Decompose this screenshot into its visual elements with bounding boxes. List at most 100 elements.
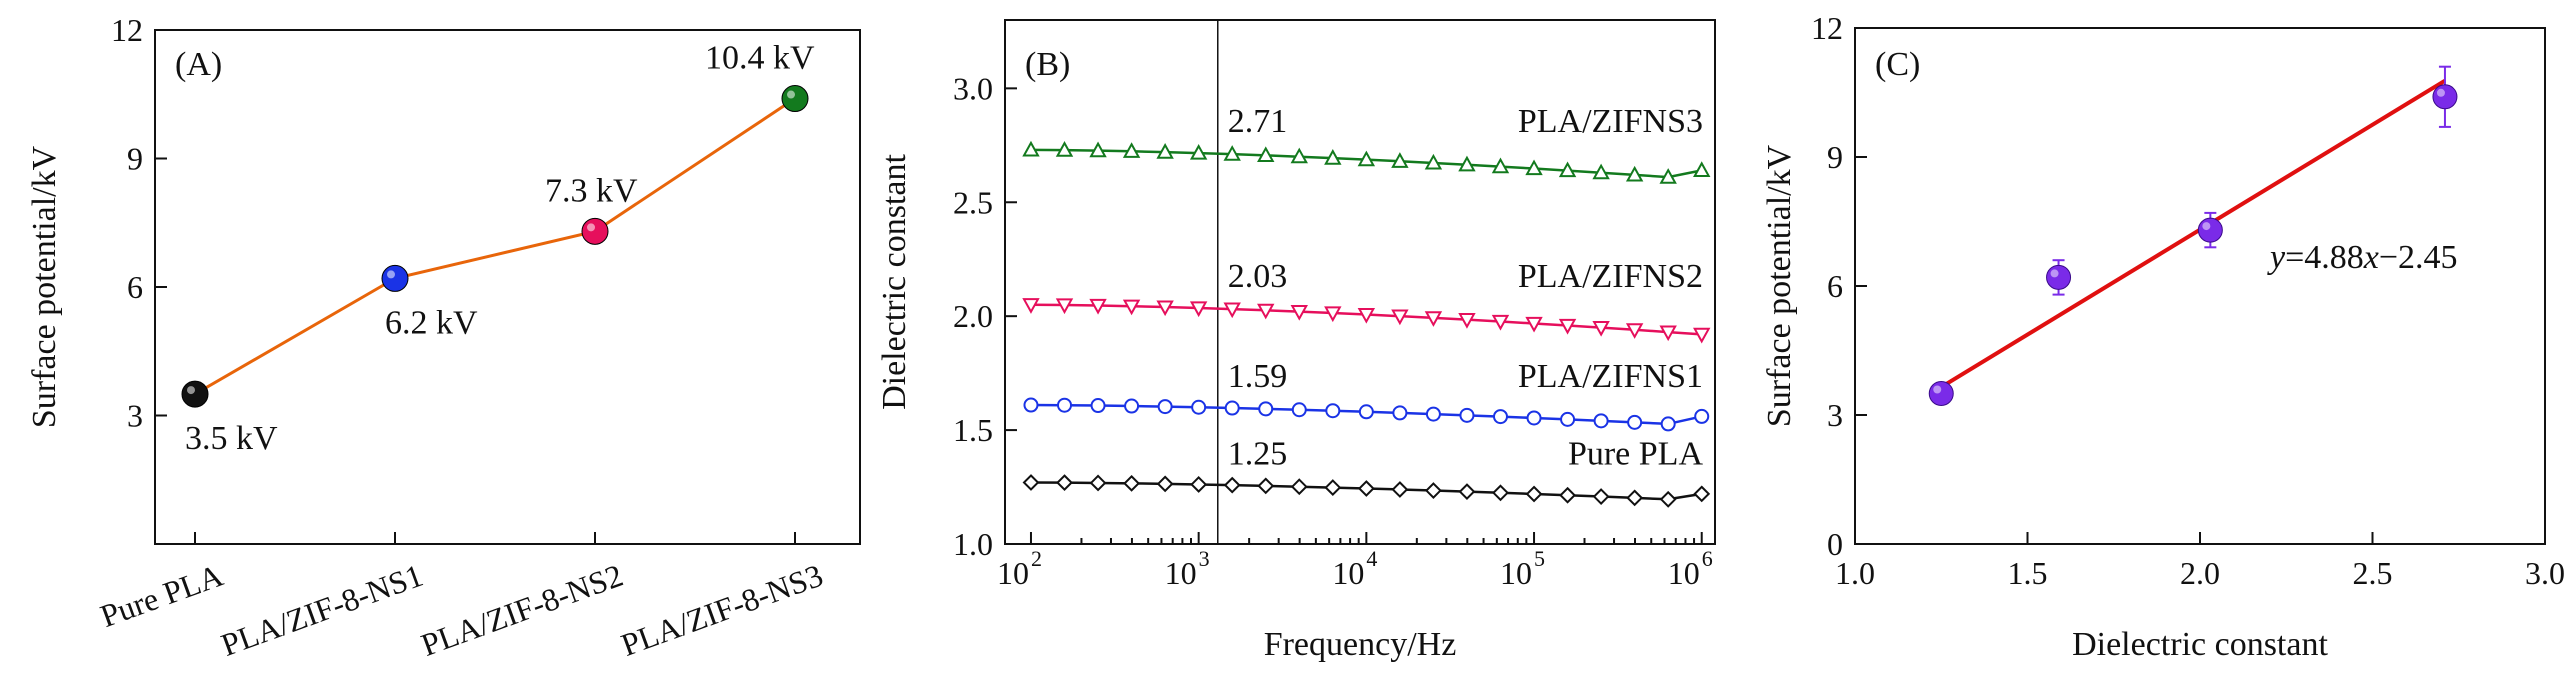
marker-triangle-up [1693,161,1711,177]
value-at-reference-label: 1.59 [1228,358,1288,395]
marker-triangle-down [1257,303,1275,320]
marker-circle [1593,413,1609,429]
marker-circle [1157,399,1173,415]
marker-triangle-down [1424,311,1443,327]
panel-b-frame [1004,19,1716,545]
point-highlight [787,90,795,99]
data-point [1928,381,1954,406]
marker-diamond [1525,485,1543,503]
point-highlight [387,270,395,279]
data-point [2046,264,2072,290]
value-at-reference-label: 2.71 [1228,103,1288,140]
marker-triangle-down [1525,316,1543,333]
y-tick-label: 3 [1827,397,1843,433]
marker-diamond [1022,474,1040,491]
y-tick-label: 2.5 [953,184,993,220]
marker-diamond [1425,482,1442,499]
marker-diamond [1559,486,1576,504]
panel-c-potential-vs-dielectric: 0 3 6 9 12 1.0 1.5 2.0 2.5 3.0 y=4.88x−2.45 (C) Diel… [1761,10,2565,663]
panel-label: (A) [175,46,222,83]
x-tick-label: 2.0 [2180,555,2220,591]
marker-triangle-down [1391,309,1409,326]
y-tick-label: 6 [127,269,143,305]
marker-circle [1694,408,1710,424]
marker-diamond [1257,477,1275,495]
marker-diamond [1223,476,1241,494]
marker-circle [1291,402,1307,418]
series-name-label: PLA/ZIFNS1 [1518,358,1703,395]
data-point [2197,217,2223,243]
marker-diamond [1056,474,1073,492]
marker-triangle-down [1693,327,1711,344]
marker-circle [1627,414,1643,430]
marker-diamond [1089,474,1107,492]
y-tick-label: 1.5 [953,412,993,448]
marker-triangle-up [1659,168,1677,184]
marker-triangle-down [1324,306,1342,323]
x-tick-label: 1.5 [2008,555,2048,591]
marker-triangle-up [1189,144,1208,160]
marker-diamond [1156,475,1174,493]
marker-triangle-up [1391,152,1409,168]
series-name-label: PLA/ZIFNS3 [1518,103,1703,140]
marker-triangle-up [1592,163,1610,180]
marker-triangle-down [1625,323,1644,339]
y-tick-label: 9 [1827,139,1843,175]
marker-diamond [1290,478,1308,496]
marker-triangle-down [1491,314,1510,331]
point-highlight [1933,385,1942,394]
x-tick-label-base: 10 [1332,555,1364,591]
data-point [381,264,409,292]
data-label: 6.2 kV [385,304,478,341]
panel-label: (C) [1875,46,1920,83]
data-label: 10.4 kV [705,40,815,77]
marker-circle [1224,400,1240,416]
marker-triangle-down [1558,318,1577,335]
value-at-reference-label: 2.03 [1228,258,1288,295]
marker-triangle-up [1055,141,1074,157]
marker-triangle-down [1290,305,1308,321]
marker-diamond [1626,489,1644,507]
equation-part-tail: −2.45 [2379,239,2458,276]
x-axis-title: Dielectric constant [2072,626,2328,663]
fit-line [1940,78,2446,389]
x-axis-title: Frequency/Hz [1264,626,1457,663]
marker-triangle-down [1458,313,1476,329]
y-tick-label: 6 [1827,268,1843,304]
marker-circle [1492,409,1508,425]
marker-triangle-up [1089,141,1107,158]
marker-triangle-up [1424,153,1443,170]
x-category-label: Pure PLA [96,557,228,634]
marker-triangle-down [1357,307,1376,324]
marker-triangle-down [1659,325,1677,342]
x-tick-label-exponent: 3 [1199,546,1210,571]
point-highlight [2202,222,2211,231]
y-tick-label: 2.0 [953,298,993,334]
point-highlight [187,386,195,395]
series-name-label: Pure PLA [1568,435,1704,472]
y-axis-title: Surface potential/kV [1761,144,1798,427]
marker-diamond [1492,484,1509,502]
point-highlight [2050,269,2059,278]
marker-circle [1358,404,1374,420]
marker-diamond [1190,476,1208,493]
x-tick-label-base: 10 [1165,555,1197,591]
marker-triangle-up [1357,150,1376,167]
y-tick-label: 1.0 [953,526,993,562]
x-category-label: PLA/ZIF-8-NS1 [216,557,427,663]
equation-part-rest: =4.88 [2285,239,2364,276]
data-point [581,217,609,245]
marker-triangle-down [1022,298,1040,314]
panel-b-dielectric-frequency: 1.01.52.02.53.010 2 10 3 10 4 10 5 10 62.71 PLA/ZI… [876,19,1716,663]
y-axis-title: Dielectric constant [876,154,913,410]
x-tick-label: 1.0 [1835,555,1875,591]
data-point [2432,84,2458,110]
marker-triangle-up [1122,142,1141,158]
x-tick-label-exponent: 6 [1702,546,1713,571]
x-tick-label-exponent: 4 [1366,546,1377,571]
marker-diamond [1592,488,1610,505]
marker-triangle-up [1324,149,1342,165]
data-label: 7.3 kV [545,172,638,209]
data-point [781,85,809,113]
